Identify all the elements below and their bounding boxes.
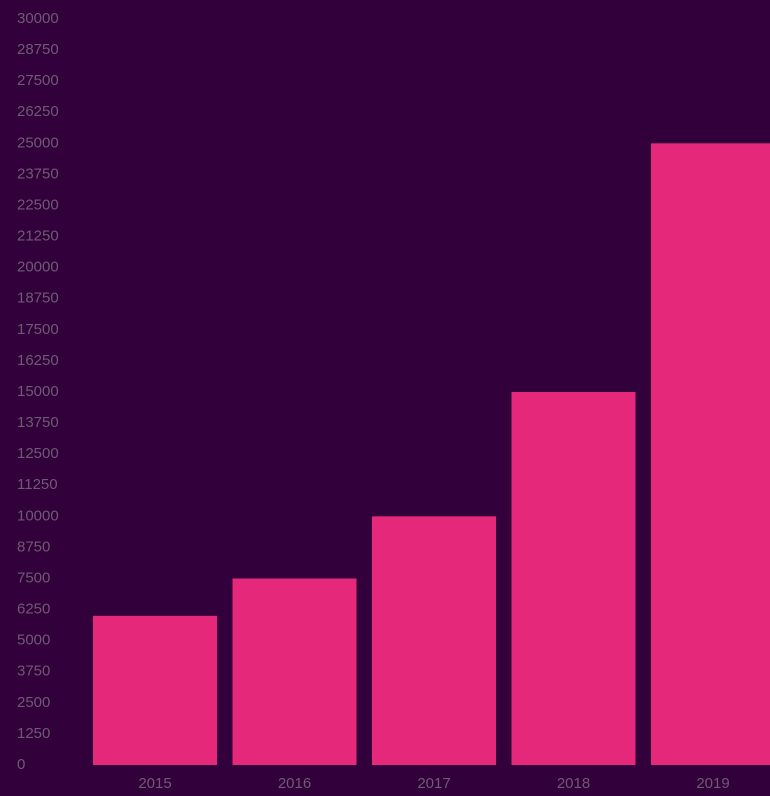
bar-2016	[232, 578, 357, 765]
x-tick-label: 2019	[696, 775, 729, 792]
y-tick-label: 25000	[17, 134, 59, 151]
x-tick-label: 2015	[138, 775, 171, 792]
y-tick-label: 17500	[17, 321, 59, 338]
y-tick-label: 23750	[17, 165, 59, 182]
y-tick-label: 30000	[17, 10, 59, 27]
y-tick-label: 2500	[17, 694, 50, 711]
y-tick-label: 13750	[17, 414, 59, 431]
bars	[93, 143, 770, 766]
bar-2015	[93, 615, 217, 765]
x-tick-label: 2018	[557, 775, 590, 792]
y-tick-label: 15000	[17, 383, 59, 400]
y-tick-label: 11250	[17, 476, 58, 493]
y-tick-label: 27500	[17, 72, 59, 89]
y-tick-label: 0	[17, 756, 25, 773]
y-tick-label: 26250	[17, 103, 59, 120]
y-tick-label: 8750	[17, 538, 50, 555]
y-tick-label: 3750	[17, 663, 50, 680]
bar-2017	[372, 516, 496, 765]
y-tick-label: 22500	[17, 196, 59, 213]
x-tick-label: 2016	[278, 775, 311, 792]
bar-2018	[511, 392, 636, 765]
bar-2019	[651, 143, 770, 766]
y-tick-label: 7500	[17, 569, 50, 586]
y-tick-label: 5000	[17, 632, 50, 649]
y-axis: 0 1250 2500 3750 5000 6250 7500 8750 10000 11250 1…	[17, 10, 59, 773]
y-tick-label: 12500	[17, 445, 59, 462]
y-tick-label: 1250	[17, 725, 50, 742]
y-tick-label: 21250	[17, 228, 59, 245]
x-tick-label: 2017	[417, 775, 450, 792]
y-tick-label: 6250	[17, 601, 50, 618]
y-tick-label: 20000	[17, 259, 59, 276]
y-tick-label: 18750	[17, 290, 59, 307]
y-tick-label: 28750	[17, 41, 59, 58]
y-tick-label: 10000	[17, 507, 59, 524]
x-axis: 2015 2016 2017 2018 2019	[138, 775, 729, 792]
y-tick-label: 16250	[17, 352, 59, 369]
